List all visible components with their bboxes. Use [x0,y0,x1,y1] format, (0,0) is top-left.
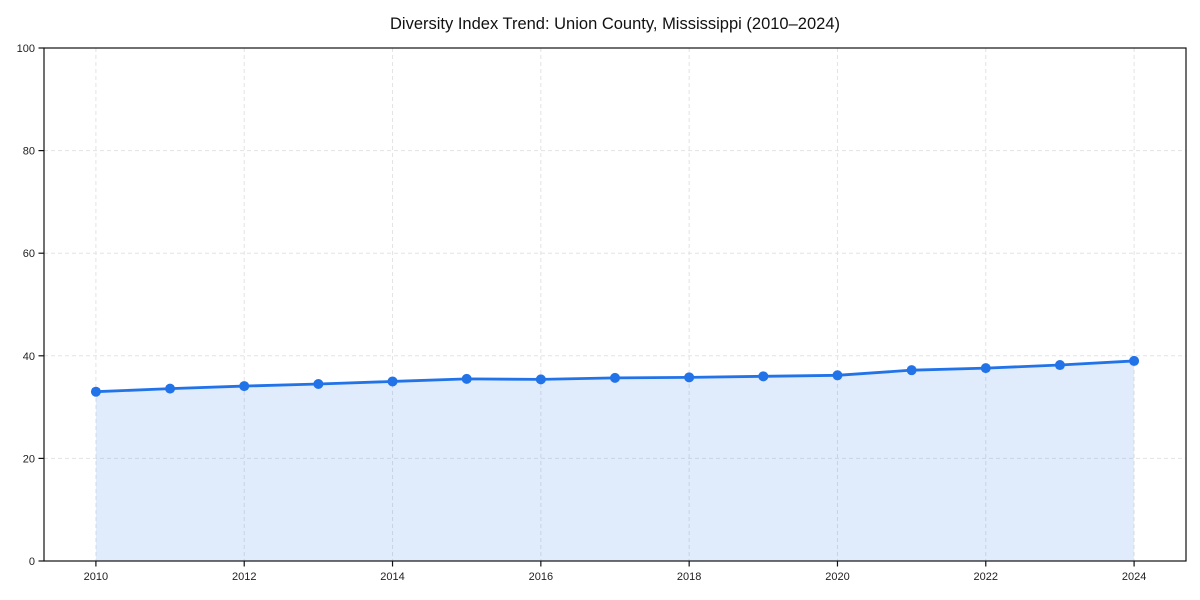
data-points-layer [90,355,1140,397]
area-fill-layer [95,360,1135,561]
gridlines [44,48,1186,561]
x-tick-label-2014: 2014 [380,571,404,583]
x-tick-label-2012: 2012 [232,571,256,583]
data-point-2019 [758,371,769,382]
axis-ticks-layer [38,47,1135,567]
data-point-2015 [461,373,472,384]
data-point-2013 [313,379,324,390]
data-point-2011 [165,383,176,394]
x-tick-label-2016: 2016 [529,571,553,583]
data-point-2023 [1054,360,1065,371]
data-point-2014 [387,376,398,387]
area-fill [95,360,1135,561]
data-point-2022 [980,363,991,374]
y-tick-label-80: 80 [23,146,35,158]
chart-title: Diversity Index Trend: Union County, Mis… [390,15,840,33]
plot-frame [43,47,1187,562]
plot-frame-layer [43,47,1187,562]
data-point-2020 [832,370,843,381]
x-tick-label-2022: 2022 [974,571,998,583]
data-point-2017 [610,372,620,383]
y-tick-label-0: 0 [29,556,35,568]
y-tick-label-20: 20 [23,453,35,465]
x-tick-label-2024: 2024 [1122,571,1146,583]
y-tick-label-40: 40 [23,351,35,363]
y-tick-label-60: 60 [23,248,35,260]
data-point-2012 [239,381,250,392]
x-tick-label-2018: 2018 [677,571,701,583]
data-point-2010 [90,386,101,397]
x-tick-label-2020: 2020 [825,571,849,583]
y-tick-label-100: 100 [17,43,35,55]
x-tick-label-2010: 2010 [84,571,108,583]
axis-labels-layer: 2010 2012 2014 2016 2018 2020 2022 2024 0 20 40 60 8… [17,43,1147,583]
data-point-2024 [1129,355,1140,366]
data-point-2018 [684,372,695,383]
data-point-2016 [535,374,546,385]
data-point-2021 [906,365,917,376]
